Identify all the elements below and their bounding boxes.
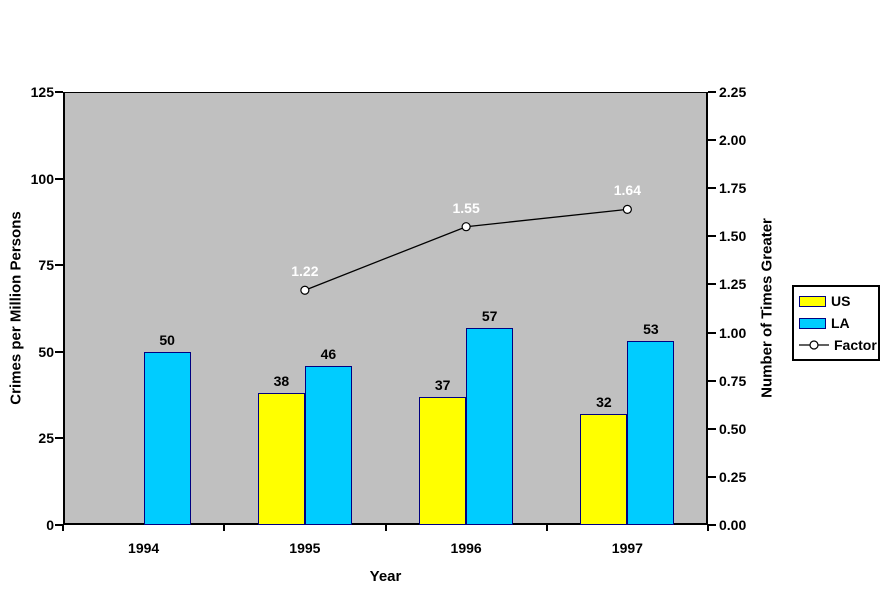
right-axis-tick-label: 2.00 xyxy=(719,132,747,149)
right-axis-tick-label: 0.00 xyxy=(719,517,747,533)
x-axis-tick-label: 1996 xyxy=(450,540,482,556)
legend-label-factor: Factor xyxy=(834,337,877,353)
factor-value-label: 1.22 xyxy=(291,263,319,280)
x-axis-tick xyxy=(545,525,548,531)
legend-label-la: LA xyxy=(831,315,850,331)
bar-us-1996 xyxy=(419,396,467,525)
bar-value-label: 32 xyxy=(596,394,612,411)
la-swatch-icon xyxy=(799,317,826,329)
right-axis-tick-label: 0.50 xyxy=(719,420,747,437)
right-axis-tick xyxy=(708,427,716,430)
bar-us-1995 xyxy=(257,393,305,525)
x-axis-tick-label: 1994 xyxy=(128,540,160,556)
left-axis-tick xyxy=(55,524,63,526)
right-axis-tick xyxy=(708,91,716,93)
right-axis-tick xyxy=(708,235,716,238)
x-axis-tick xyxy=(707,525,709,531)
left-axis-tick-label: 25 xyxy=(38,430,54,447)
left-axis-tick-label: 100 xyxy=(30,170,54,187)
x-axis-tick-label: 1997 xyxy=(611,540,643,556)
legend-label-us: US xyxy=(831,293,851,309)
bar-us-1997 xyxy=(580,414,628,525)
right-axis-tick-label: 1.50 xyxy=(719,228,747,245)
left-axis-tick xyxy=(55,437,63,440)
right-axis-tick xyxy=(708,379,716,382)
bar-la-1997 xyxy=(627,341,675,525)
right-axis-tick-label: 1.75 xyxy=(719,180,747,197)
legend-item-la: LA xyxy=(799,313,873,333)
right-axis-tick xyxy=(708,139,716,142)
bar-la-1994 xyxy=(143,351,191,525)
bar-value-label: 38 xyxy=(273,373,290,390)
right-axis-tick xyxy=(708,475,716,478)
bar-la-1995 xyxy=(304,365,352,525)
factor-value-label: 1.55 xyxy=(452,199,480,216)
us-swatch-icon xyxy=(799,295,826,307)
right-axis-tick-label: 1.25 xyxy=(719,276,747,293)
right-axis-tick xyxy=(708,524,716,526)
legend: US LA Factor xyxy=(792,285,880,361)
right-axis-tick xyxy=(708,283,716,286)
left-axis-tick xyxy=(55,91,63,93)
left-axis-tick xyxy=(55,177,63,180)
factor-marker-icon xyxy=(799,340,829,350)
right-axis-tick-label: 0.75 xyxy=(719,372,747,389)
x-axis-tick xyxy=(384,525,387,531)
right-axis-tick-label: 2.25 xyxy=(719,84,747,100)
legend-item-us: US xyxy=(799,291,873,311)
legend-item-factor: Factor xyxy=(799,335,877,355)
left-axis-tick-label: 50 xyxy=(38,343,54,360)
right-axis-tick xyxy=(708,187,716,190)
bar-la-1996 xyxy=(466,327,514,525)
bar-value-label: 53 xyxy=(643,321,659,338)
right-axis-tick-label: 0.25 xyxy=(719,468,747,485)
left-axis-tick-label: 125 xyxy=(30,84,54,100)
factor-value-label: 1.64 xyxy=(613,182,641,199)
x-axis-tick-label: 1995 xyxy=(289,540,321,556)
right-axis-tick-label: 1.00 xyxy=(719,324,747,341)
right-axis-tick xyxy=(708,331,716,334)
x-axis-tick xyxy=(223,525,226,531)
x-axis-title: Year xyxy=(369,568,402,585)
x-axis-tick xyxy=(62,525,64,531)
left-axis-tick xyxy=(55,350,63,353)
left-axis-tick xyxy=(55,264,63,267)
bar-value-label: 50 xyxy=(159,331,175,348)
left-axis-tick-label: 75 xyxy=(38,257,54,274)
bar-value-label: 46 xyxy=(320,345,337,362)
bar-value-label: 37 xyxy=(434,376,451,393)
left-axis-tick-label: 0 xyxy=(46,517,54,533)
bar-value-label: 57 xyxy=(481,307,498,324)
